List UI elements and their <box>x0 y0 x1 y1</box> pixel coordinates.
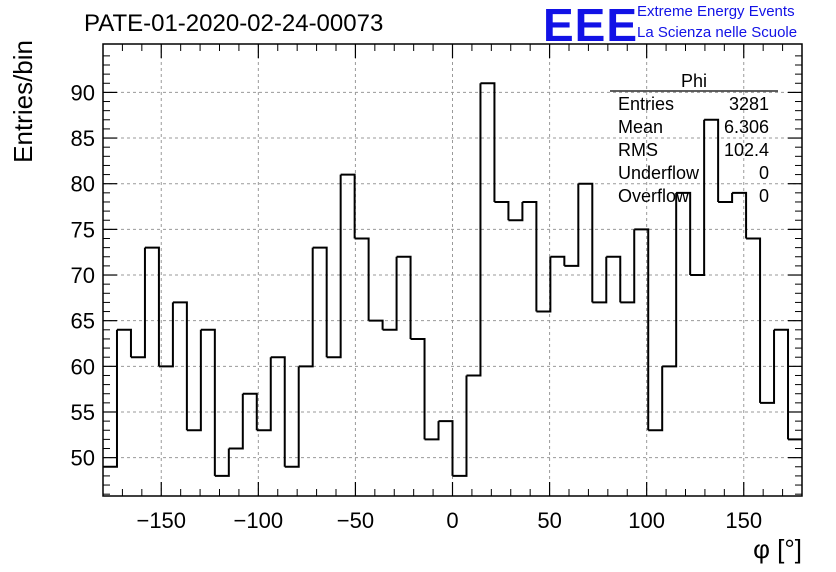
x-tick-label: 0 <box>446 508 458 533</box>
stats-value: 102.4 <box>724 140 769 160</box>
x-tick-label: −150 <box>136 508 186 533</box>
stats-value: 0 <box>759 163 769 183</box>
stats-value: 0 <box>759 186 769 206</box>
histogram-bin <box>760 329 776 404</box>
y-axis-label: Entries/bin <box>8 40 38 163</box>
histogram-bin <box>634 228 650 431</box>
histogram-bin <box>144 246 160 367</box>
histogram-bin <box>662 192 678 368</box>
y-ticks <box>103 55 802 495</box>
histogram-bin <box>746 237 762 403</box>
histogram-bin <box>424 421 440 441</box>
logo-line-1: Extreme Energy Events <box>637 3 795 20</box>
x-tick-labels: −150 −100 −50 0 50 100 150 <box>136 508 762 533</box>
y-tick-label: 70 <box>71 263 95 288</box>
histogram-bin <box>172 301 188 431</box>
histogram-bin <box>774 328 790 440</box>
histogram-bin <box>676 191 692 276</box>
histogram-bin <box>326 174 342 359</box>
histogram-series <box>103 82 802 477</box>
y-tick-label: 85 <box>71 126 95 151</box>
histogram-bin <box>130 247 146 359</box>
histogram-bin <box>284 366 300 468</box>
stats-label: Overflow <box>618 186 690 206</box>
histogram-bin <box>354 237 370 321</box>
grid-lines <box>103 44 802 496</box>
x-ticks <box>121 44 784 496</box>
histogram-bin <box>494 200 510 221</box>
chart-title: PATE-01-2020-02-24-00073 <box>84 10 384 37</box>
histogram-bin <box>620 229 636 304</box>
y-tick-label: 50 <box>71 446 95 471</box>
histogram-bin <box>242 392 258 431</box>
histogram-bin <box>578 182 594 303</box>
y-tick-label: 55 <box>71 400 95 425</box>
histogram-bin <box>606 255 622 303</box>
histogram-bin <box>648 366 664 432</box>
histogram-bin <box>103 329 118 468</box>
histogram-bin <box>368 319 384 330</box>
histogram-bin <box>508 201 524 222</box>
histogram-bin <box>466 83 482 377</box>
histogram-bin <box>186 329 202 432</box>
stats-label: Entries <box>618 94 674 114</box>
histogram-bin <box>452 375 468 477</box>
histogram-bin <box>228 393 244 450</box>
histogram-bin <box>592 256 608 304</box>
x-tick-label: −50 <box>337 508 374 533</box>
histogram-bin <box>564 183 580 267</box>
histogram-bin <box>690 119 706 277</box>
histogram-bin <box>382 256 398 331</box>
x-tick-label: 150 <box>725 508 762 533</box>
y-tick-label: 60 <box>71 354 95 379</box>
y-tick-label: 80 <box>71 172 95 197</box>
histogram-bin <box>200 328 216 476</box>
stats-label: RMS <box>618 140 658 160</box>
stats-label: Mean <box>618 117 663 137</box>
histogram-bin <box>732 191 748 239</box>
histogram-bin <box>718 192 734 203</box>
histogram-bin <box>158 302 174 368</box>
x-tick-label: 50 <box>537 508 561 533</box>
stats-value: 6.306 <box>724 117 769 137</box>
x-tick-label: 100 <box>628 508 665 533</box>
histogram-bin <box>340 173 356 239</box>
stats-title: Phi <box>681 71 707 91</box>
histogram-bin <box>298 247 314 368</box>
stats-label: Underflow <box>618 163 700 183</box>
histogram-bin <box>312 246 328 358</box>
histogram-bin <box>410 337 426 440</box>
logo-line-2: La Scienza nelle Scuole <box>637 24 798 41</box>
x-axis-label: φ [°] <box>753 534 802 564</box>
histogram-bin <box>256 357 272 432</box>
plot-frame <box>102 43 803 497</box>
y-tick-label: 65 <box>71 309 95 334</box>
histogram-bin <box>536 256 552 313</box>
stats-value: 3281 <box>729 94 769 114</box>
x-tick-label: −100 <box>234 508 284 533</box>
stats-box: Phi Entries 3281 Mean 6.306 RMS 102.4 Underflow… <box>610 71 778 206</box>
histogram-bin <box>522 200 538 312</box>
eee-logo: EEE <box>543 0 639 51</box>
histogram-bin <box>396 255 412 339</box>
histogram-bin <box>270 356 286 467</box>
histogram-bin <box>116 328 132 358</box>
y-tick-labels: 50 55 60 65 70 75 80 85 90 <box>71 80 95 470</box>
histogram-bin <box>704 118 720 202</box>
y-tick-label: 75 <box>71 217 95 242</box>
histogram-bin <box>214 448 230 477</box>
histogram-bin <box>480 82 496 202</box>
histogram-bin <box>550 255 566 266</box>
y-tick-label: 90 <box>71 80 95 105</box>
histogram-bin <box>438 420 454 476</box>
